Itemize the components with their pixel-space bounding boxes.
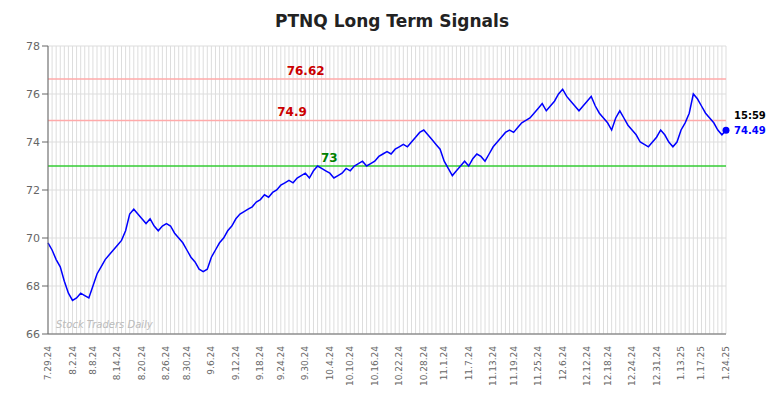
svg-text:66: 66	[26, 328, 40, 341]
svg-text:7.29.24: 7.29.24	[43, 346, 53, 381]
svg-text:74.9: 74.9	[277, 105, 307, 119]
svg-text:10.28.24: 10.28.24	[419, 346, 429, 386]
svg-text:11.13.24: 11.13.24	[488, 346, 498, 386]
svg-text:12.12.24: 12.12.24	[582, 346, 592, 386]
svg-text:73: 73	[321, 151, 338, 165]
svg-text:11.1.24: 11.1.24	[439, 346, 449, 381]
svg-text:12.24.24: 12.24.24	[627, 346, 637, 386]
svg-text:8.30.24: 8.30.24	[182, 346, 192, 381]
svg-text:8.8.24: 8.8.24	[88, 346, 98, 375]
svg-text:78: 78	[26, 40, 40, 53]
svg-text:15:59: 15:59	[734, 110, 766, 121]
svg-text:12.18.24: 12.18.24	[603, 346, 613, 386]
svg-text:11.19.24: 11.19.24	[509, 346, 519, 386]
svg-text:10.10.24: 10.10.24	[345, 346, 355, 386]
svg-text:74: 74	[26, 136, 40, 149]
svg-text:68: 68	[26, 280, 40, 293]
svg-text:8.2.24: 8.2.24	[68, 346, 78, 375]
svg-text:10.16.24: 10.16.24	[370, 346, 380, 386]
svg-text:11.7.24: 11.7.24	[464, 346, 474, 381]
svg-text:8.20.24: 8.20.24	[137, 346, 147, 381]
svg-text:74.49: 74.49	[734, 125, 766, 136]
svg-text:1.17.25: 1.17.25	[696, 346, 706, 380]
html-text:PTNQ Long Term Signals: PTNQ Long Term Signals	[275, 11, 509, 31]
svg-text:11.25.24: 11.25.24	[533, 346, 543, 386]
svg-text:76: 76	[26, 88, 40, 101]
svg-text:9.18.24: 9.18.24	[255, 346, 265, 381]
svg-text:8.14.24: 8.14.24	[112, 346, 122, 381]
svg-text:9.12.24: 9.12.24	[231, 346, 241, 381]
svg-text:1.24.25: 1.24.25	[721, 346, 731, 380]
svg-text:12.31.24: 12.31.24	[652, 346, 662, 386]
svg-text:12.6.24: 12.6.24	[558, 346, 568, 381]
svg-text:1.13.25: 1.13.25	[676, 346, 686, 380]
svg-text:Stock Traders Daily: Stock Traders Daily	[56, 319, 154, 330]
svg-text:70: 70	[26, 232, 40, 245]
svg-text:9.24.24: 9.24.24	[276, 346, 286, 381]
svg-text:10.22.24: 10.22.24	[394, 346, 404, 386]
svg-text:8.26.24: 8.26.24	[161, 346, 171, 381]
svg-text:9.30.24: 9.30.24	[300, 346, 310, 381]
svg-text:10.4.24: 10.4.24	[325, 346, 335, 381]
svg-text:9.6.24: 9.6.24	[206, 346, 216, 375]
svg-text:72: 72	[26, 184, 40, 197]
svg-text:76.62: 76.62	[287, 64, 325, 78]
